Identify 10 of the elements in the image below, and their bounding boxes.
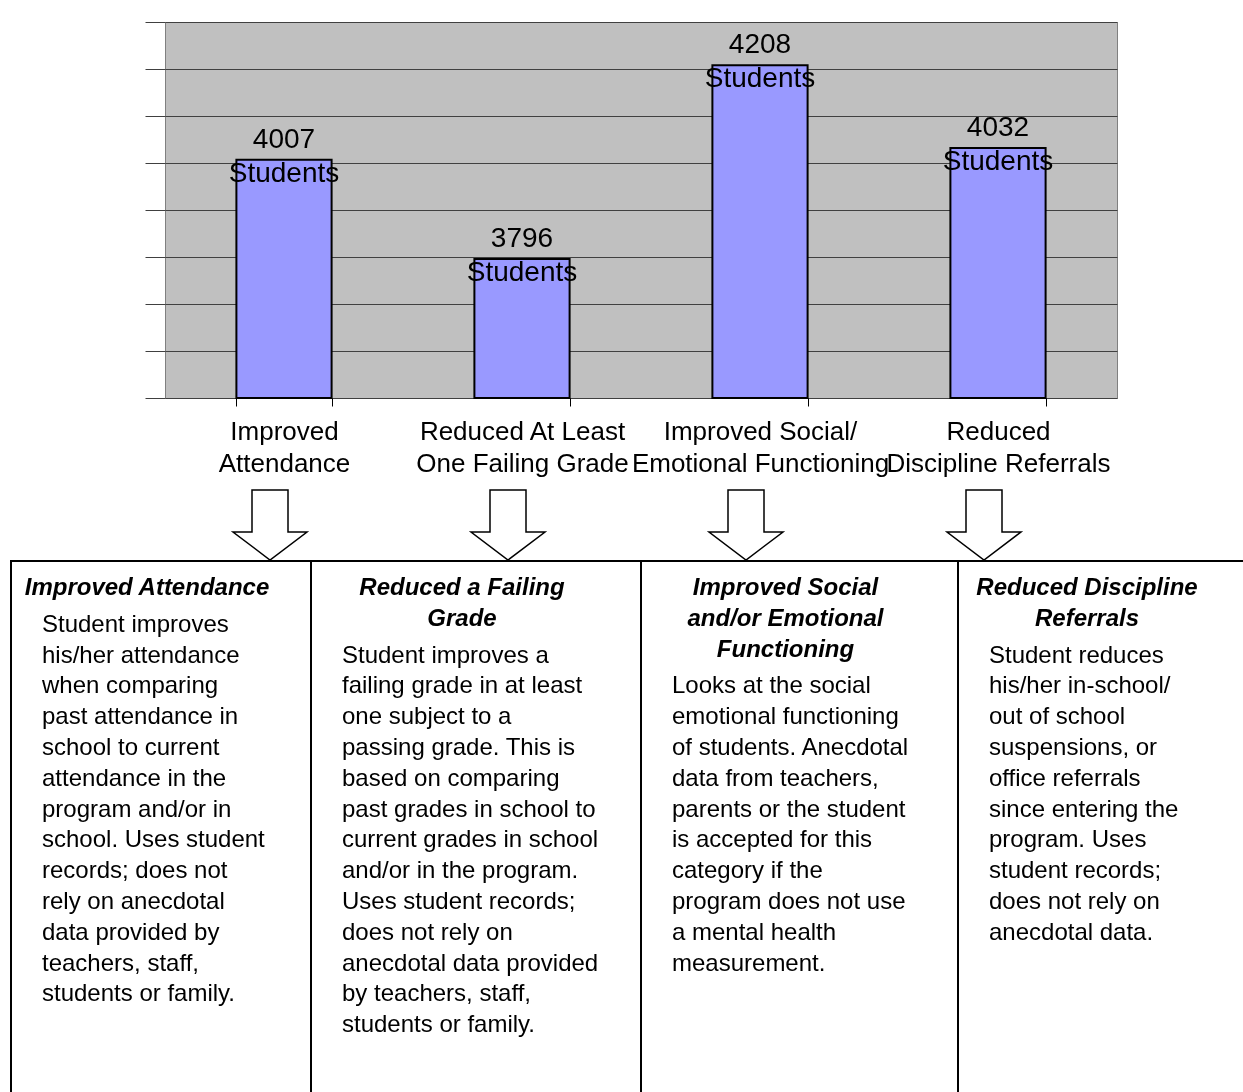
text: Student reduces his/her in-school/ out of school suspensions, or office referrals since entering the program. Uses student records; does not rely on anecdotal data.	[989, 640, 1179, 945]
text: Improved Attendance	[24, 572, 270, 602]
x-tick-label: Improved Attendance	[218, 415, 351, 478]
text: Improved Social and/or Emotional Functioning	[686, 572, 885, 664]
text: Student improves his/her attendance when comparing past attendance in school to current attendance in the program and/or in school. Uses student records; does not rely on anecdotal data provided by teachers, staff, students or family.	[42, 609, 265, 1007]
text: Reduced a Failing Grade	[358, 572, 566, 633]
text: Student improves a failing grade in at least one subject to a passing grade. This is based on comparing past grades in school to current grades in school and/or in the program. Uses student records; does not rely on anecdotal data provided by teachers, staff, students or family.	[342, 640, 599, 1038]
x-tick-label: Reduced At Least One Failing Grade	[416, 415, 629, 478]
text: Looks at the social emotional functioning of students. Anecdotal data from teachers, parents or the student is accepted for this category if the program does not use a mental health measurement.	[672, 671, 909, 976]
text: Reduced Discipline Referrals	[975, 572, 1199, 633]
